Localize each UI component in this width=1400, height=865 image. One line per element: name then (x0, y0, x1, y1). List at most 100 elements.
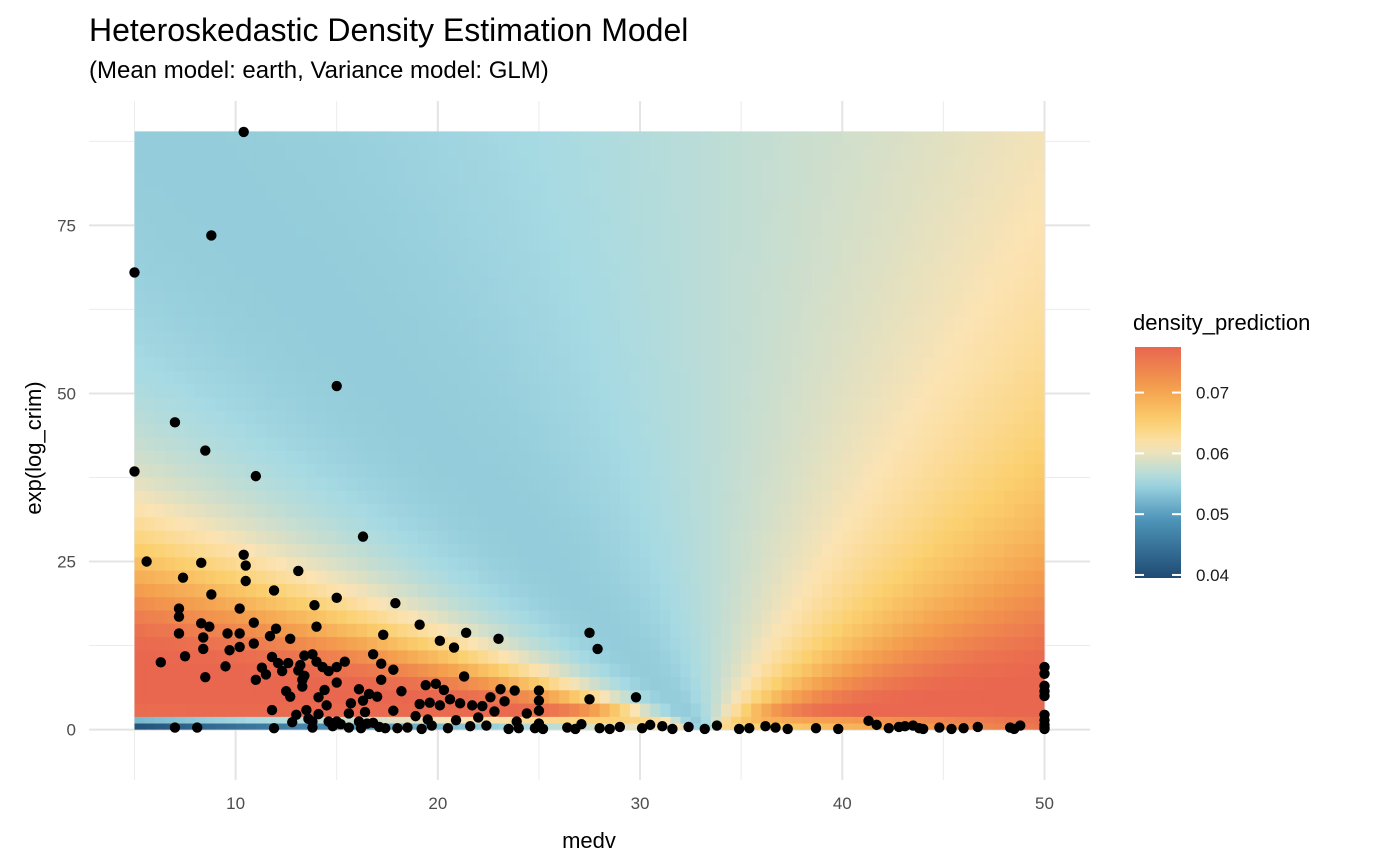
heatmap-tile (468, 197, 479, 212)
heatmap-tile (953, 211, 965, 225)
heatmap-tile (902, 437, 914, 451)
heatmap-tile (306, 463, 318, 478)
heatmap-tile (286, 570, 297, 584)
heatmap-tile (518, 723, 530, 730)
heatmap-tile (933, 702, 944, 717)
heatmap-tile (933, 437, 944, 451)
heatmap-tile (811, 450, 823, 465)
heatmap-tile (528, 131, 540, 146)
heatmap-tile (286, 304, 297, 318)
heatmap-tile (538, 304, 550, 318)
heatmap-tile (336, 184, 348, 199)
heatmap-tile (1024, 716, 1035, 730)
heatmap-tile (205, 317, 216, 332)
heatmap-tile (731, 530, 742, 545)
heatmap-tile (377, 157, 388, 172)
heatmap-tile (1024, 503, 1035, 518)
heatmap-tile (741, 237, 752, 252)
heatmap-tile (336, 237, 348, 252)
heatmap-tile (761, 437, 773, 451)
heatmap-tile (468, 410, 479, 425)
heatmap-tile (832, 649, 843, 664)
heatmap-tile (488, 676, 500, 691)
heatmap-tile (144, 171, 156, 186)
heatmap-tile (387, 343, 398, 358)
heatmap-tile (660, 583, 671, 598)
heatmap-tile (619, 184, 631, 199)
heatmap-tile (842, 383, 853, 398)
heatmap-tile (670, 277, 682, 292)
heatmap-tile (700, 264, 712, 279)
heatmap-tile (832, 410, 843, 425)
heatmap-tile (255, 370, 267, 385)
heatmap-tile (801, 383, 813, 398)
heatmap-tile (498, 437, 510, 451)
heatmap-tile (983, 410, 995, 425)
heatmap-tile (963, 676, 975, 691)
heatmap-tile (356, 383, 368, 398)
heatmap-tile (913, 224, 924, 239)
heatmap-tile (559, 516, 570, 531)
data-point (206, 589, 217, 600)
heatmap-tile (326, 530, 338, 545)
heatmap-tile (640, 290, 651, 305)
heatmap-tile (882, 157, 894, 172)
heatmap-tile (336, 689, 348, 704)
heatmap-tile (478, 556, 489, 571)
heatmap-tile (690, 543, 702, 558)
heatmap-tile (680, 556, 692, 571)
heatmap-tile (923, 583, 934, 598)
heatmap-tile (579, 397, 591, 412)
heatmap-tile (751, 171, 762, 186)
heatmap-tile (336, 131, 348, 146)
heatmap-tile (538, 290, 550, 305)
heatmap-tile (923, 397, 934, 412)
heatmap-tile (690, 476, 702, 491)
heatmap-tile (225, 184, 237, 199)
heatmap-tile (559, 304, 570, 318)
heatmap-tile (225, 330, 237, 345)
heatmap-tile (832, 463, 843, 478)
heatmap-tile (629, 583, 641, 598)
heatmap-tile (801, 357, 813, 372)
heatmap-tile (144, 596, 156, 611)
heatmap-tile (953, 543, 965, 558)
heatmap-tile (822, 330, 833, 345)
heatmap-tile (660, 423, 671, 438)
heatmap-tile (720, 516, 732, 531)
heatmap-tile (781, 716, 793, 730)
heatmap-tile (963, 543, 975, 558)
heatmap-tile (508, 543, 520, 558)
heatmap-tile (589, 250, 601, 265)
heatmap-tile (336, 556, 348, 571)
heatmap-tile (680, 583, 692, 598)
heatmap-tile (923, 224, 934, 239)
heatmap-tile (822, 476, 833, 491)
heatmap-tile (215, 357, 227, 372)
heatmap-tile (1024, 237, 1035, 252)
heatmap-tile (346, 397, 358, 412)
heatmap-tile (164, 317, 176, 332)
heatmap-tile (650, 649, 661, 664)
heatmap-tile (296, 317, 307, 332)
heatmap-tile (215, 197, 227, 212)
heatmap-tile (154, 330, 166, 345)
heatmap-tile (811, 609, 823, 624)
heatmap-tile (286, 144, 297, 159)
heatmap-tile (306, 689, 318, 704)
heatmap-tile (185, 317, 196, 332)
heatmap-tile (569, 290, 580, 305)
heatmap-tile (296, 543, 307, 558)
heatmap-tile (731, 463, 742, 478)
heatmap-tile (367, 144, 378, 159)
heatmap-tile (1024, 596, 1035, 611)
heatmap-tile (700, 250, 712, 265)
heatmap-tile (437, 543, 449, 558)
heatmap-tile (417, 144, 429, 159)
heatmap-tile (427, 144, 439, 159)
heatmap-tile (144, 583, 156, 598)
heatmap-tile (235, 702, 247, 717)
heatmap-tile (791, 716, 803, 730)
heatmap-tile (751, 397, 762, 412)
heatmap-tile (680, 370, 692, 385)
